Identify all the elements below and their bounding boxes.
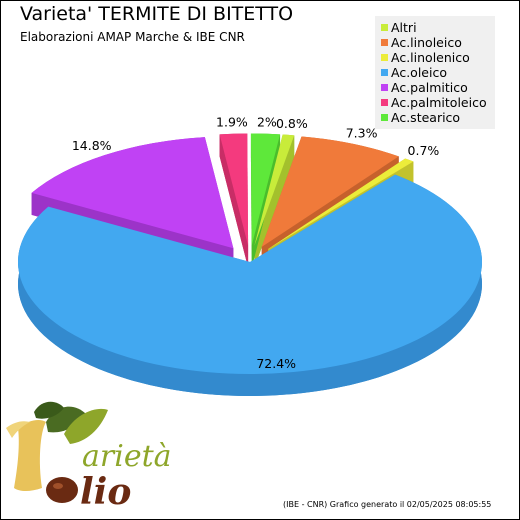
legend: Altri Ac.linoleico Ac.linolenico Ac.olei… [375, 16, 495, 129]
pie-slice-wall [250, 133, 252, 268]
slice-label: 72.4% [256, 356, 296, 371]
pie-slice-ac-palmitoleico [219, 133, 249, 246]
legend-label: Altri [391, 20, 417, 35]
footer-note: (IBE - CNR) Grafico generato il 02/05/20… [283, 500, 492, 509]
legend-label: Ac.oleico [391, 65, 447, 80]
logo-text-varieta: arietà [82, 439, 172, 474]
chart-title: Varieta' TERMITE DI BITETTO [20, 3, 294, 25]
legend-label: Ac.stearico [391, 110, 461, 125]
pie-slice-wall [254, 135, 295, 268]
pie-slice-ac-stearico [250, 133, 281, 246]
legend-swatch [381, 24, 388, 31]
leaf-icon [34, 401, 64, 419]
pie-slice-altri [254, 134, 295, 246]
slice-label: 7.3% [346, 125, 378, 140]
varieta-olio-logo: arietà lio [6, 401, 172, 513]
legend-label: Ac.palmitoleico [391, 95, 487, 110]
legend-swatch [381, 69, 388, 76]
legend-swatch [381, 99, 388, 106]
pie-slice-ac-linoleico [261, 136, 399, 247]
olive-icon [46, 477, 78, 503]
pie-slice-ac-oleico [17, 174, 482, 374]
pie-labels: 0.8% 7.3% 0.7% 72.4% 14.8% 1.9% 2% [72, 115, 440, 371]
pie-slice-ac-palmitico [31, 137, 234, 249]
legend-swatch [381, 54, 388, 61]
legend-swatch [381, 84, 388, 91]
slice-label: 1.9% [216, 115, 248, 130]
slice-label: 0.8% [276, 116, 308, 131]
slice-label: 0.7% [408, 143, 440, 158]
pie-slice-wall [219, 134, 249, 268]
slice-label: 2% [257, 115, 277, 130]
legend-label: Ac.palmitico [391, 80, 468, 95]
logo-numeral-one [14, 420, 46, 491]
slice-label: 14.8% [72, 138, 112, 153]
legend-swatch [381, 39, 388, 46]
logo-numeral-flag [6, 421, 30, 438]
legend-swatch [381, 114, 388, 121]
legend-label: Ac.linoleico [391, 35, 462, 50]
legend-label: Ac.linolenico [391, 50, 470, 65]
leaf-icon [64, 408, 108, 444]
logo-text-olio: lio [80, 471, 131, 513]
pie-slice-ac-linolenico [268, 158, 414, 249]
olive-highlight [53, 483, 63, 489]
chart-subtitle: Elaborazioni AMAP Marche & IBE CNR [20, 30, 245, 44]
pie-tops [17, 133, 482, 374]
